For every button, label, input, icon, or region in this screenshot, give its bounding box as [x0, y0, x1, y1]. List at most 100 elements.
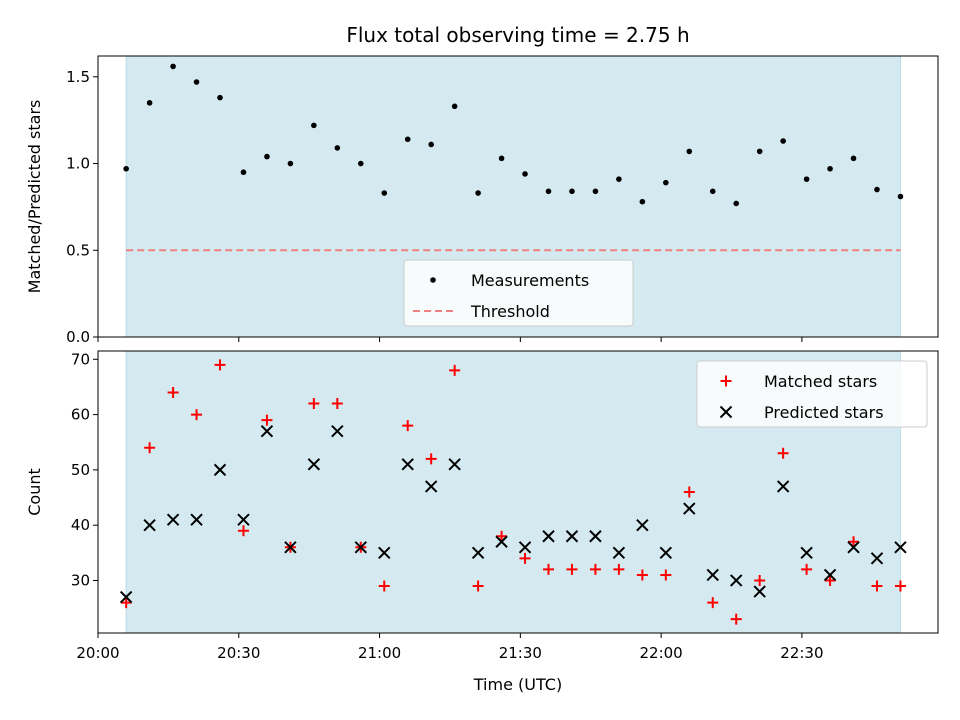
predicted-stars-point	[753, 585, 766, 598]
predicted-stars-point	[143, 518, 156, 532]
legend-entry: Measurements	[471, 271, 589, 290]
matched-stars-point	[848, 536, 860, 548]
y-tick-label: 30	[71, 571, 90, 589]
legend-x-swatch	[719, 405, 733, 419]
y-tick-label: 40	[71, 516, 90, 534]
predicted-stars-point	[565, 530, 579, 543]
predicted-stars-point	[260, 424, 274, 438]
x-tick-label: 20:30	[217, 644, 260, 662]
count-legend: Matched stars Predicted stars	[696, 360, 928, 428]
predicted-stars-point	[284, 541, 297, 554]
measurement-point	[193, 79, 200, 85]
matched-stars-point	[449, 364, 461, 376]
matched-stars-point	[543, 563, 555, 575]
x-tick-label: 21:30	[499, 644, 542, 662]
matched-stars-point	[660, 569, 672, 581]
measurement-point	[381, 190, 388, 196]
ratio-panel-ticks: 0.0 0.5 1.0 1.5	[66, 68, 803, 346]
measurement-point	[311, 122, 317, 129]
measurement-point	[146, 100, 153, 106]
measurement-point	[663, 179, 669, 186]
x-tick-label: 20:00	[76, 644, 119, 662]
matched-stars-point	[214, 359, 226, 371]
y-tick-label: 60	[71, 406, 90, 424]
measurement-point	[428, 141, 434, 148]
matched-stars-point	[871, 580, 883, 592]
predicted-stars-point	[448, 458, 461, 471]
count-y-axis-label: Count	[25, 468, 44, 516]
predicted-stars-point	[800, 546, 813, 560]
predicted-stars-point	[636, 518, 649, 532]
measurement-point	[827, 165, 833, 172]
matched-stars-point	[261, 414, 273, 426]
matched-stars-point	[777, 447, 789, 459]
measurement-point	[803, 176, 810, 182]
measurement-point	[404, 136, 411, 143]
ratio-panel-frame	[97, 55, 939, 338]
predicted-stars-point	[542, 530, 555, 543]
legend-entry: Threshold	[470, 302, 550, 321]
measurement-point	[170, 63, 176, 70]
predicted-stars-point	[307, 458, 321, 471]
measurement-point	[780, 138, 786, 144]
matched-stars-point	[472, 580, 484, 592]
predicted-stars-point	[659, 546, 673, 560]
measurement-point	[264, 153, 270, 160]
matched-stars-point	[144, 442, 156, 454]
measurement-point	[217, 94, 223, 101]
count-panel-marks	[119, 359, 907, 625]
y-tick-label: 1.5	[66, 68, 90, 86]
predicted-stars-point	[119, 590, 133, 604]
y-tick-label: 0.0	[66, 328, 90, 346]
x-tick-label: 22:30	[780, 644, 823, 662]
ratio-panel: 0.0 0.5 1.0 1.5 Matched/Predicted stars Mea…	[25, 55, 939, 346]
legend-box	[403, 259, 634, 327]
x-tick-label: 21:00	[358, 644, 401, 662]
predicted-stars-point	[354, 541, 368, 554]
matched-stars-point	[707, 597, 719, 609]
predicted-stars-point	[213, 463, 227, 477]
matched-stars-point	[237, 525, 249, 537]
measurement-point	[545, 188, 552, 195]
measurement-point	[522, 171, 528, 177]
matched-stars-point	[120, 597, 132, 609]
matched-stars-point	[636, 569, 648, 581]
measurement-point	[334, 145, 341, 151]
predicted-stars-point	[471, 546, 485, 560]
predicted-stars-point	[518, 541, 532, 554]
measurement-point	[592, 188, 599, 195]
matched-stars-point	[191, 409, 203, 421]
measurement-point	[123, 165, 129, 172]
predicted-stars-point	[166, 513, 180, 526]
measurement-point	[756, 148, 763, 155]
predicted-stars-point	[495, 535, 508, 548]
predicted-stars-point	[706, 568, 719, 582]
count-panel: 30 40 50 60 70 20:00 20:30 21:00 21:30 22:00 22:30…	[25, 350, 939, 694]
measurement-point	[850, 155, 857, 162]
predicted-stars-point	[424, 480, 438, 493]
x-axis-label: Time (UTC)	[473, 675, 562, 694]
measurement-point	[569, 188, 575, 195]
matched-stars-point	[331, 398, 343, 410]
legend-entry: Predicted stars	[764, 403, 884, 422]
legend-plus-swatch	[720, 375, 732, 387]
matched-stars-point	[519, 552, 531, 564]
predicted-stars-point	[776, 480, 790, 493]
matched-stars-point	[589, 563, 601, 575]
predicted-stars-point	[730, 574, 743, 587]
matched-stars-point	[378, 580, 390, 592]
matched-stars-point	[402, 420, 414, 432]
measurement-point	[616, 176, 622, 182]
predicted-stars-point	[401, 458, 414, 471]
predicted-stars-point	[823, 568, 837, 582]
matched-stars-point	[308, 398, 320, 410]
measurement-point	[733, 200, 740, 207]
matched-stars-point	[683, 486, 695, 498]
predicted-stars-point	[894, 541, 907, 554]
y-tick-label: 70	[71, 350, 90, 368]
count-panel-ticks: 30 40 50 60 70 20:00 20:30 21:00 21:30 22:00 22:30	[71, 350, 824, 662]
y-tick-label: 1.0	[66, 155, 90, 173]
measurement-point	[639, 198, 646, 205]
measurement-point	[498, 155, 505, 162]
predicted-stars-point	[331, 424, 344, 438]
